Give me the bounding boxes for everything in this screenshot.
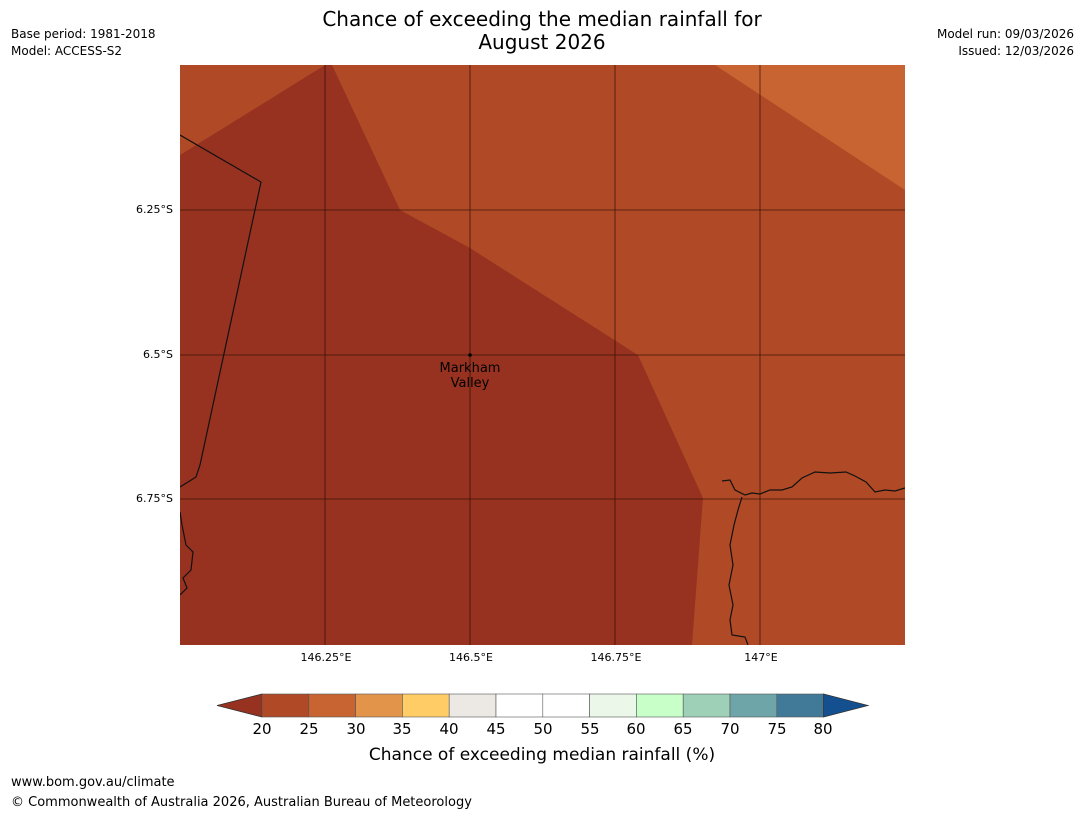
colorbar [216,693,870,718]
colorbar-tick: 25 [299,720,319,738]
markham-valley-marker [468,353,472,357]
lon-label-146-75: 146.75°E [590,651,642,664]
colorbar-tick: 45 [486,720,506,738]
colorbar-swatch [402,693,450,718]
coastline [180,134,905,645]
colorbar-tick: 50 [533,720,553,738]
colorbar-swatch [636,693,684,718]
colorbar-tick: 65 [673,720,693,738]
colorbar-swatch [682,693,731,718]
colorbar-under-arrow [216,693,263,718]
colorbar-swatch [261,693,310,718]
colorbar-tick: 70 [720,720,740,738]
footer-url[interactable]: www.bom.gov.au/climate [11,775,175,790]
colorbar-swatch [776,693,824,718]
base-period-text: Base period: 1981-2018 [11,27,156,41]
region-30-35 [715,65,905,190]
lat-label-6-75: 6.75°S [136,492,173,505]
colorbar-swatch [729,693,778,718]
colorbar-tick: 55 [580,720,600,738]
colorbar-tick: 30 [346,720,366,738]
colorbar-tick: 40 [439,720,459,738]
place-label-markham-valley: Markham Valley [420,361,520,391]
header-meta-right: Model run: 09/03/2026 Issued: 12/03/2026 [937,26,1074,60]
colorbar-tick: 20 [252,720,272,738]
map-title: Chance of exceeding the median rainfall … [242,8,842,54]
colorbar-tick: 35 [392,720,412,738]
lon-label-147: 147°E [744,651,778,664]
lon-label-146-5: 146.5°E [449,651,493,664]
colorbar-swatch [542,693,590,718]
title-line-2: August 2026 [478,30,606,54]
issued-text: Issued: 12/03/2026 [958,44,1074,58]
header-meta-left: Base period: 1981-2018 Model: ACCESS-S2 [11,26,156,60]
lat-label-6-25: 6.25°S [136,203,173,216]
model-run-text: Model run: 09/03/2026 [936,27,1074,41]
colorbar-tick: 60 [626,720,646,738]
colorbar-swatch [448,693,497,718]
colorbar-tick: 75 [767,720,787,738]
model-text: Model: ACCESS-S2 [11,44,123,58]
colorbar-swatch [308,693,356,718]
gridlines [180,65,905,645]
colorbar-tick: 80 [813,720,833,738]
colorbar-over-arrow [823,693,870,718]
colorbar-label: Chance of exceeding median rainfall (%) [368,745,716,765]
colorbar-swatch [589,693,637,718]
footer-copyright: © Commonwealth of Australia 2026, Austra… [11,795,472,810]
place-name-line-2: Valley [450,376,490,391]
place-name-line-1: Markham [439,361,501,376]
colorbar-swatch [495,693,544,718]
lat-label-6-5: 6.5°S [143,348,173,361]
lon-label-146-25: 146.25°E [300,651,352,664]
title-line-1: Chance of exceeding the median rainfall … [322,7,762,31]
colorbar-swatch [355,693,403,718]
